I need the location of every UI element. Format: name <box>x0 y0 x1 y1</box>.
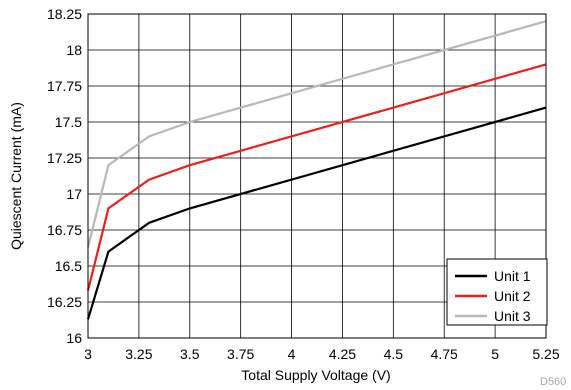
x-tick-label: 4 <box>288 346 296 362</box>
y-axis-label: Quiescent Current (mA) <box>8 102 24 250</box>
y-tick-label: 17 <box>66 186 82 202</box>
series-line-unit-1 <box>86 106 547 320</box>
y-tick-label: 16 <box>66 330 82 346</box>
y-tick-label: 17.5 <box>55 114 82 130</box>
y-tick-label: 18 <box>66 42 82 58</box>
x-axis-label: Total Supply Voltage (V) <box>241 367 390 383</box>
plot-frame <box>87 13 547 339</box>
figure-id-label: D560 <box>540 376 566 388</box>
y-tick-labels: 16 16.25 16.5 16.75 17 17.25 17.5 17.75 18 18.25 <box>47 6 82 346</box>
x-tick-label: 3.5 <box>180 346 200 362</box>
y-tick-label: 16.75 <box>47 222 82 238</box>
y-tick-label: 17.25 <box>47 150 82 166</box>
y-tick-label: 18.25 <box>47 6 82 22</box>
y-tick-label: 16.5 <box>55 258 82 274</box>
series-lines <box>86 20 547 320</box>
x-tick-label: 5.25 <box>532 346 559 362</box>
legend-label-unit-1: Unit 1 <box>494 268 531 284</box>
legend-label-unit-3: Unit 3 <box>494 308 531 324</box>
y-tick-label: 16.25 <box>47 294 82 310</box>
y-tick-label: 17.75 <box>47 78 82 94</box>
x-tick-label: 4.75 <box>431 346 458 362</box>
legend-label-unit-2: Unit 2 <box>494 288 531 304</box>
x-tick-labels: 3 3.25 3.5 3.75 4 4.25 4.5 4.75 5 5.25 <box>84 346 560 362</box>
x-tick-label: 3.25 <box>125 346 152 362</box>
series-line-unit-3 <box>86 20 547 248</box>
x-tick-label: 3.75 <box>227 346 254 362</box>
x-tick-label: 5 <box>491 346 499 362</box>
series-line-unit-2 <box>86 63 547 291</box>
x-tick-label: 4.25 <box>329 346 356 362</box>
legend-box <box>446 258 548 326</box>
legend: Unit 1 Unit 2 Unit 3 <box>446 258 548 326</box>
x-tick-label: 4.5 <box>384 346 404 362</box>
x-tick-label: 3 <box>84 346 92 362</box>
